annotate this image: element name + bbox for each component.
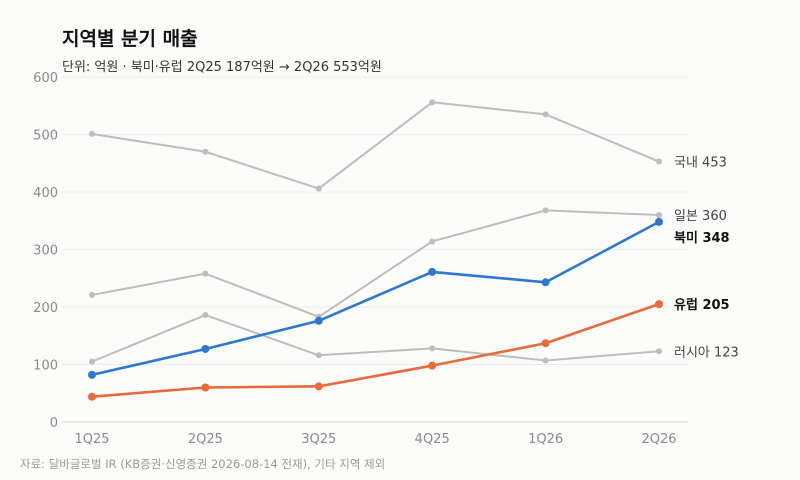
series-유럽-line [90, 302, 661, 399]
series-유럽-point [541, 339, 550, 348]
series-일본-point [429, 238, 436, 245]
series-end-label: 러시아 123 [674, 345, 739, 360]
series-러시아-point [89, 358, 95, 365]
series-러시아-point [315, 352, 322, 359]
series-러시아-point [429, 345, 436, 352]
series-유럽-point [314, 382, 323, 391]
series-국내-line [91, 101, 660, 190]
y-tick-label: 600 [33, 71, 58, 86]
series-러시아-point [202, 312, 209, 319]
series-국내-point [315, 185, 322, 192]
x-tick-label: 1Q26 [528, 432, 563, 447]
series-일본-point [89, 291, 95, 298]
x-tick-label: 2Q25 [188, 432, 223, 447]
series-국내-point [429, 99, 436, 106]
series-일본-point [542, 207, 549, 214]
series-러시아-point [542, 357, 549, 364]
series-end-label: 일본 360 [674, 209, 727, 224]
series-북미-point [655, 217, 663, 226]
series-유럽-point [88, 392, 96, 401]
series-북미-point [314, 316, 323, 325]
series-북미-point [541, 278, 550, 287]
x-tick-label: 1Q25 [74, 432, 109, 447]
y-tick-label: 300 [33, 244, 58, 259]
series-북미-line [90, 220, 661, 377]
series-국내-point [656, 158, 662, 165]
series-end-label: 국내 453 [674, 156, 727, 171]
source-note: 자료: 달바글로벌 IR (KB증권·신영증권 2026-08-14 전재), … [20, 457, 386, 471]
series-유럽-point [428, 361, 437, 370]
y-tick-label: 200 [33, 301, 58, 316]
series-end-label: 유럽 205 [674, 298, 730, 313]
x-tick-label: 2Q26 [641, 432, 676, 447]
series-국내-point [89, 130, 95, 137]
series-유럽-point [201, 383, 210, 392]
series-북미-point [428, 267, 437, 276]
x-tick-label: 3Q25 [301, 432, 336, 447]
series-일본-point [656, 212, 662, 218]
series-국내-point [542, 111, 549, 118]
x-tick-label: 4Q25 [415, 432, 450, 447]
y-tick-label: 500 [33, 129, 58, 144]
series-일본-point [202, 270, 209, 277]
series-러시아-line [91, 314, 660, 363]
y-tick-label: 400 [33, 186, 58, 201]
y-tick-label: 0 [50, 416, 58, 431]
series-북미-point [88, 370, 96, 379]
series-유럽-point [655, 300, 663, 309]
series-end-label: 북미 348 [674, 230, 730, 246]
series-국내-point [202, 148, 209, 155]
series-북미-point [201, 344, 210, 353]
chart-subtitle: 단위: 억원 · 북미·유럽 2Q25 187억원 → 2Q26 553억원 [62, 60, 382, 75]
series-일본-line [91, 209, 660, 318]
y-tick-label: 100 [33, 359, 58, 374]
series-러시아-point [656, 348, 662, 355]
chart-title: 지역별 분기 매출 [62, 28, 198, 50]
